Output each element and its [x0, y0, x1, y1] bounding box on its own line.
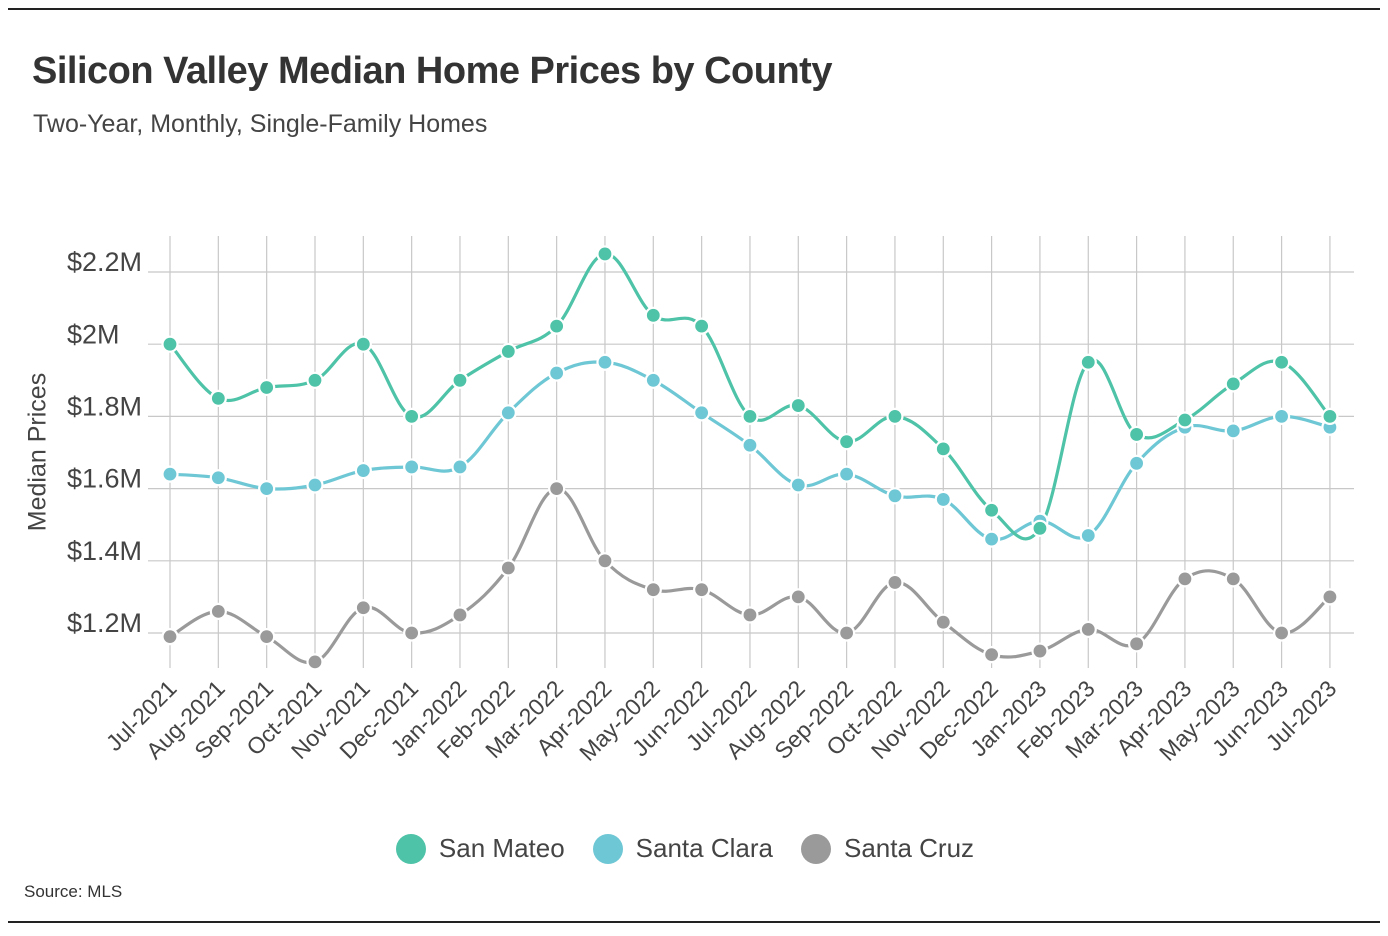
point-santa-cruz-jun-2022 [693, 581, 711, 599]
point-santa-cruz-jun-2023 [1272, 624, 1291, 642]
point-santa-clara-oct-2021 [306, 476, 324, 494]
point-santa-cruz-mar-2023 [1127, 635, 1146, 653]
point-santa-cruz-jul-2023 [1321, 588, 1339, 606]
point-san-mateo-jul-2021 [161, 335, 179, 353]
point-santa-clara-mar-2022 [548, 364, 566, 382]
y-tick-label-1: $1.4M [67, 536, 142, 566]
point-san-mateo-may-2022 [644, 306, 662, 324]
legend-label-santa-clara: Santa Clara [635, 833, 773, 863]
point-santa-clara-may-2023 [1224, 422, 1242, 440]
point-santa-clara-mar-2023 [1127, 454, 1146, 472]
legend-item-santa-clara[interactable]: Santa Clara [592, 833, 773, 864]
point-san-mateo-jun-2023 [1272, 353, 1291, 371]
point-santa-cruz-jan-2023 [1031, 642, 1049, 660]
point-santa-cruz-nov-2022 [934, 613, 952, 631]
point-santa-cruz-jul-2022 [741, 606, 759, 624]
point-santa-clara-jan-2022 [451, 458, 469, 476]
point-santa-clara-jul-2022 [741, 436, 759, 454]
legend-item-san-mateo[interactable]: San Mateo [395, 833, 565, 864]
point-santa-cruz-oct-2022 [886, 573, 904, 592]
point-santa-cruz-mar-2022 [548, 480, 566, 498]
point-san-mateo-oct-2021 [306, 371, 324, 389]
legend-marker-santa-cruz [800, 833, 831, 864]
top-rule [8, 8, 1380, 10]
chart-subtitle: Two-Year, Monthly, Single-Family Homes [33, 110, 488, 138]
point-santa-clara-jun-2022 [693, 404, 711, 422]
legend-item-santa-cruz[interactable]: Santa Cruz [800, 833, 975, 864]
chart-title: Silicon Valley Median Home Prices by Cou… [32, 50, 832, 92]
point-santa-cruz-dec-2021 [403, 624, 421, 642]
point-san-mateo-mar-2023 [1127, 425, 1146, 444]
point-san-mateo-apr-2023 [1176, 411, 1194, 429]
point-santa-cruz-jan-2022 [451, 606, 469, 624]
point-san-mateo-sep-2021 [258, 378, 276, 397]
point-santa-cruz-may-2023 [1224, 570, 1242, 588]
point-san-mateo-nov-2022 [934, 440, 952, 458]
point-san-mateo-jul-2022 [741, 407, 759, 425]
point-san-mateo-oct-2022 [886, 407, 904, 425]
y-tick-label-4: $2M [67, 319, 120, 349]
point-santa-clara-dec-2021 [403, 458, 421, 476]
point-santa-cruz-sep-2021 [258, 628, 276, 646]
legend-marker-san-mateo [395, 833, 426, 864]
point-santa-cruz-oct-2021 [306, 653, 324, 671]
point-santa-cruz-may-2022 [644, 581, 662, 599]
point-san-mateo-jan-2023 [1031, 519, 1049, 537]
bottom-rule [8, 921, 1380, 923]
point-san-mateo-mar-2022 [548, 317, 566, 335]
point-santa-cruz-aug-2021 [209, 602, 227, 620]
point-santa-clara-aug-2021 [209, 469, 227, 487]
point-santa-clara-sep-2021 [258, 480, 276, 498]
y-tick-label-5: $2.2M [67, 247, 142, 277]
point-santa-clara-oct-2022 [886, 487, 904, 505]
point-san-mateo-feb-2023 [1079, 353, 1097, 371]
point-santa-cruz-jul-2021 [161, 628, 179, 646]
point-santa-cruz-feb-2023 [1079, 620, 1097, 638]
point-san-mateo-aug-2021 [209, 389, 227, 407]
point-santa-cruz-feb-2022 [499, 559, 517, 577]
source-note: Source: MLS [24, 882, 123, 901]
legend-label-santa-cruz: Santa Cruz [843, 833, 975, 863]
point-santa-clara-feb-2023 [1079, 526, 1097, 545]
point-santa-clara-jun-2023 [1272, 407, 1291, 425]
y-tick-label-2: $1.6M [67, 464, 142, 494]
point-san-mateo-aug-2022 [789, 396, 807, 415]
point-san-mateo-dec-2022 [983, 501, 1001, 519]
point-santa-clara-may-2022 [644, 371, 662, 389]
y-tick-label-0: $1.2M [67, 608, 142, 638]
point-santa-clara-dec-2022 [983, 530, 1001, 548]
point-santa-clara-aug-2022 [789, 476, 807, 494]
y-tick-label-3: $1.8M [67, 392, 142, 422]
point-santa-clara-nov-2022 [934, 490, 952, 509]
point-santa-cruz-apr-2023 [1176, 570, 1194, 588]
point-san-mateo-apr-2022 [596, 245, 614, 263]
point-san-mateo-jan-2022 [451, 371, 469, 389]
point-san-mateo-sep-2022 [838, 433, 856, 451]
point-santa-cruz-sep-2022 [838, 624, 856, 642]
point-san-mateo-dec-2021 [403, 407, 421, 425]
point-santa-clara-sep-2022 [838, 465, 856, 483]
point-santa-clara-feb-2022 [499, 404, 517, 422]
point-santa-clara-jul-2021 [161, 465, 179, 483]
point-santa-cruz-nov-2021 [354, 599, 372, 617]
legend: San Mateo Santa Clara Santa Cruz [0, 833, 1370, 864]
point-san-mateo-jun-2022 [693, 317, 711, 335]
point-santa-clara-apr-2022 [596, 353, 614, 371]
legend-marker-santa-clara [592, 833, 623, 864]
point-santa-clara-nov-2021 [354, 461, 372, 480]
point-santa-cruz-apr-2022 [596, 552, 614, 570]
point-san-mateo-jul-2023 [1321, 407, 1339, 425]
point-santa-cruz-aug-2022 [789, 588, 807, 606]
point-san-mateo-may-2023 [1224, 375, 1242, 393]
point-santa-cruz-dec-2022 [983, 646, 1001, 664]
point-san-mateo-nov-2021 [354, 335, 372, 353]
point-san-mateo-feb-2022 [499, 342, 517, 361]
legend-label-san-mateo: San Mateo [438, 833, 565, 863]
